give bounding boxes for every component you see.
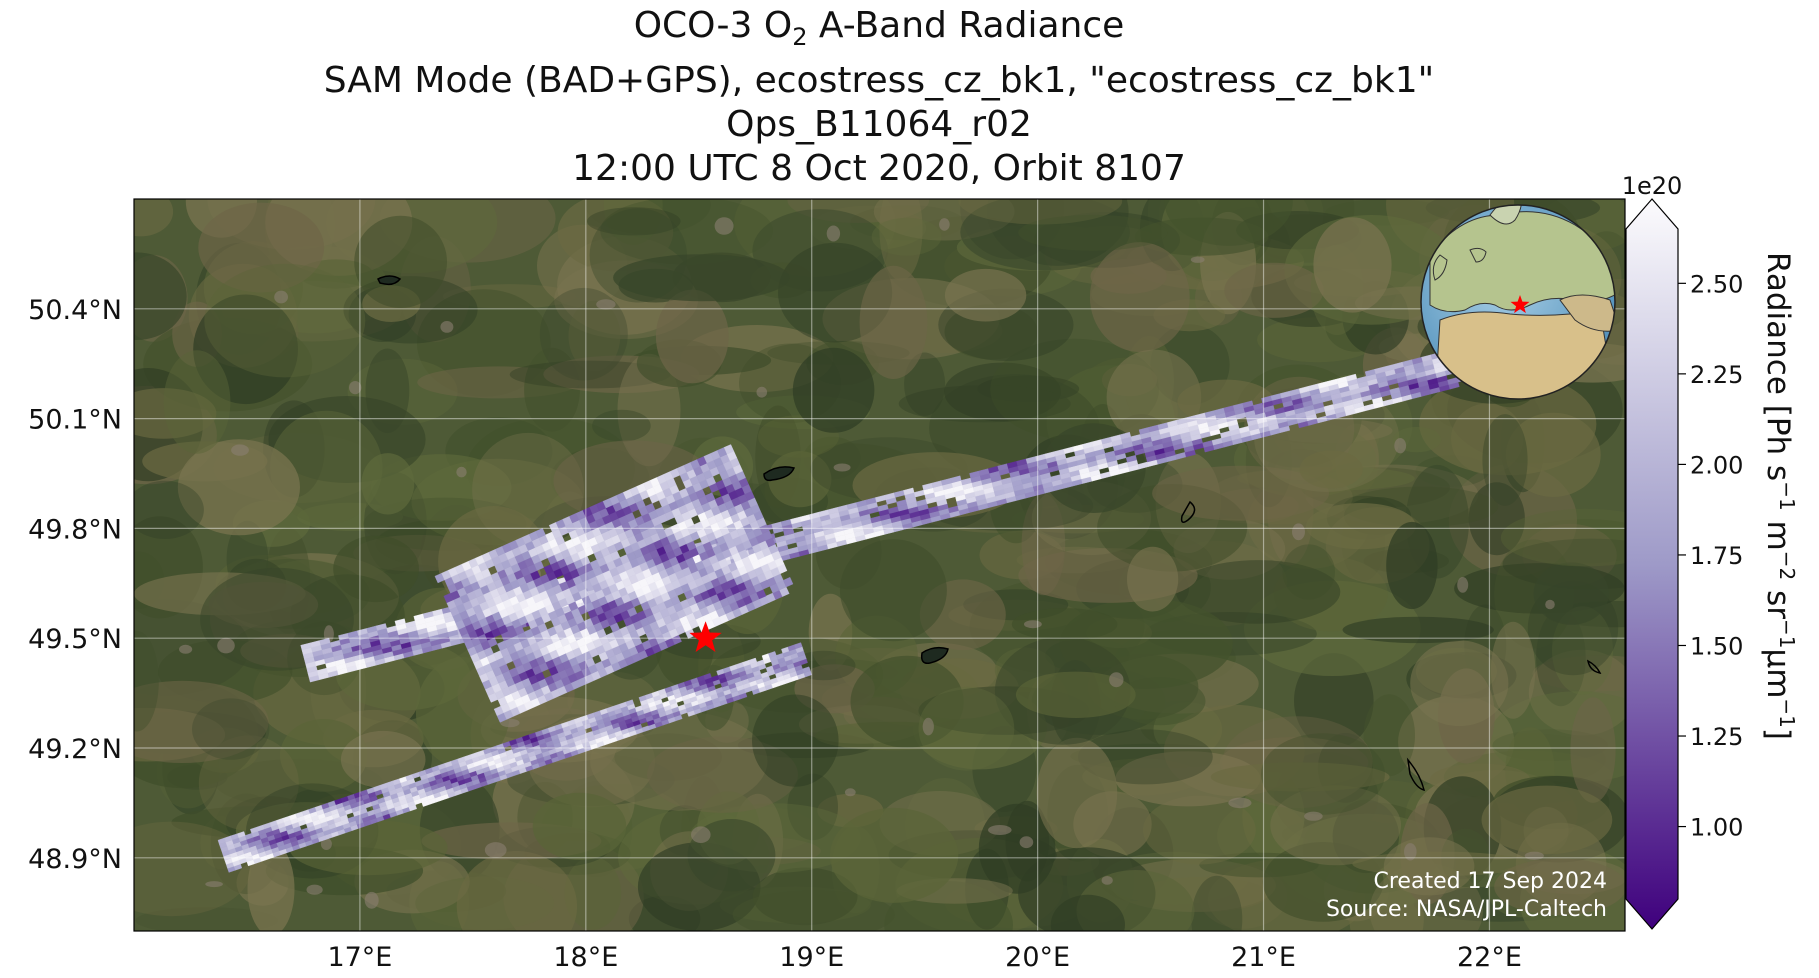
title-line-3: Ops_B11064_r02 bbox=[726, 104, 1032, 146]
lon-tick-label: 18°E bbox=[553, 942, 618, 973]
colorbar-ticks: 1.00 1.25 1.50 1.75 2.00 2.25 2.50 bbox=[1678, 270, 1743, 842]
colorbar-gradient bbox=[1625, 198, 1679, 930]
colorbar-tick-label: 2.00 bbox=[1690, 451, 1743, 479]
longitude-tick-labels: 17°E 18°E 19°E 20°E 21°E 22°E bbox=[327, 942, 1521, 973]
lat-tick-label: 49.8°N bbox=[28, 514, 122, 545]
lat-tick-label: 49.5°N bbox=[28, 624, 122, 655]
star-icon bbox=[689, 621, 722, 652]
lon-tick-label: 22°E bbox=[1457, 942, 1522, 973]
lat-tick-label: 48.9°N bbox=[28, 844, 122, 875]
colorbar-tick-label: 1.25 bbox=[1690, 723, 1743, 751]
colorbar: 1e20 1.00 1.25 1.50 1.75 2.00 2.25 2.50 Radian… bbox=[1622, 172, 1799, 930]
colorbar-tick-label: 1.75 bbox=[1690, 542, 1743, 570]
colorbar-tick-label: 1.00 bbox=[1690, 814, 1743, 842]
map-area: Created 17 Sep 2024 Source: NASA/JPL-Cal… bbox=[134, 199, 1625, 931]
colorbar-multiplier: 1e20 bbox=[1622, 172, 1683, 200]
swath-middle bbox=[434, 444, 794, 723]
map-frame bbox=[133, 198, 1626, 932]
lon-tick-label: 20°E bbox=[1005, 942, 1070, 973]
colorbar-tick-label: 1.50 bbox=[1690, 632, 1743, 660]
lake-outlines bbox=[376, 275, 1602, 792]
colorbar-tick-label: 2.50 bbox=[1690, 270, 1743, 298]
lon-tick-label: 17°E bbox=[327, 942, 392, 973]
lon-tick-label: 19°E bbox=[779, 942, 844, 973]
title-line-2: SAM Mode (BAD+GPS), ecostress_cz_bk1, "e… bbox=[323, 60, 1435, 102]
title-line-4: 12:00 UTC 8 Oct 2020, Orbit 8107 bbox=[572, 148, 1186, 190]
lon-tick-label: 21°E bbox=[1231, 942, 1296, 973]
swath-lower bbox=[217, 642, 812, 873]
credit-source: Source: NASA/JPL-Caltech bbox=[1326, 897, 1607, 922]
lat-tick-label: 50.4°N bbox=[28, 295, 122, 326]
figure-title: OCO-3 O2 A-Band Radiance SAM Mode (BAD+G… bbox=[134, 4, 1624, 191]
title-line-1: OCO-3 O2 A-Band Radiance bbox=[633, 5, 1125, 52]
colorbar-label: Radiance [Ph s−1 m−2 sr−1μm−1] bbox=[1760, 252, 1799, 740]
globe-icon bbox=[1420, 204, 1616, 400]
lat-tick-label: 50.1°N bbox=[28, 405, 122, 436]
map-gridlines bbox=[134, 199, 1625, 931]
colorbar-tick-label: 2.25 bbox=[1690, 361, 1743, 389]
lat-tick-label: 49.2°N bbox=[28, 734, 122, 765]
globe-star-icon bbox=[1510, 295, 1530, 314]
credit-created: Created 17 Sep 2024 bbox=[1374, 869, 1608, 894]
latitude-tick-labels: 48.9°N 49.2°N 49.5°N 49.8°N 50.1°N 50.4°N bbox=[28, 295, 122, 875]
